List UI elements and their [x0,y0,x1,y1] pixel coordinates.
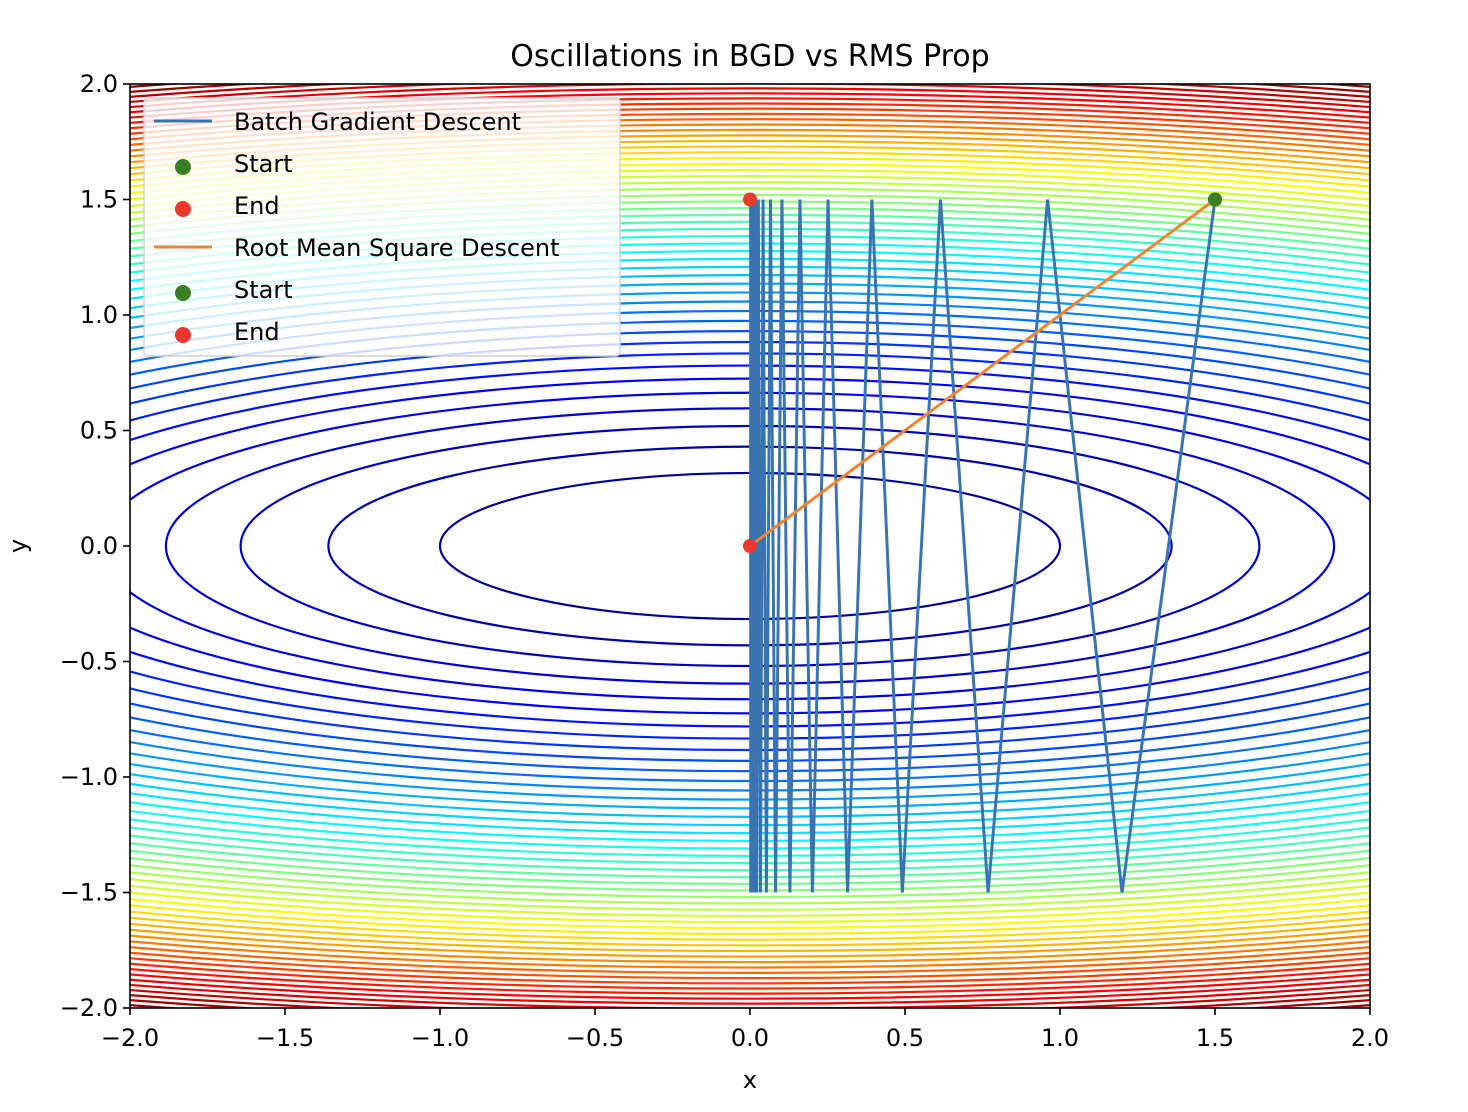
legend-label: Batch Gradient Descent [234,108,521,136]
contour-line [130,134,1370,958]
legend-label: End [234,192,280,220]
y-tick-label: 0.0 [80,532,118,560]
chart-title: Oscillations in BGD vs RMS Prop [510,39,989,74]
y-axis-label: y [4,539,32,553]
contour-line [130,128,1370,964]
contour-line [130,145,1370,947]
y-axis: −2.0 −1.5 −1.0 −0.5 0.0 0.5 1.0 1.5 2.0 [60,70,130,1022]
contour-line [130,102,1370,990]
legend-label: End [234,318,280,346]
y-tick-label: −1.0 [60,763,118,791]
contour-line [130,97,1370,995]
contour-line [130,175,1370,917]
legend-marker-swatch [175,285,191,301]
x-axis-label: x [743,1066,757,1094]
contour-line [130,139,1370,953]
x-tick-label: −2.0 [101,1024,159,1052]
x-tick-label: 1.0 [1041,1024,1079,1052]
y-tick-label: 0.5 [80,417,118,445]
y-tick-label: 1.5 [80,186,118,214]
rms-start-marker [1208,192,1222,207]
y-tick-label: 2.0 [80,70,118,98]
contour-line [130,87,1370,1005]
series-layer [749,198,1217,893]
y-tick-label: −1.5 [60,879,118,907]
legend-label: Start [234,276,293,304]
x-axis: −2.0 −1.5 −1.0 −0.5 0.0 0.5 1.0 1.5 2.0 [101,1008,1389,1052]
legend-label: Root Mean Square Descent [234,234,559,262]
x-tick-label: 0.5 [886,1024,924,1052]
contour-line [130,181,1370,911]
legend-box [143,97,621,357]
contour-line [130,157,1370,935]
x-tick-label: 2.0 [1351,1024,1389,1052]
legend-marker-swatch [175,159,191,175]
contour-line [130,187,1370,905]
y-tick-label: −0.5 [60,648,118,676]
rms-end-marker [743,539,757,553]
y-tick-label: 1.0 [80,301,118,329]
contour-line [130,168,1370,924]
bgd-end-marker [743,192,757,207]
contour-line [130,151,1370,941]
x-tick-label: 1.5 [1196,1024,1234,1052]
x-tick-label: −0.5 [566,1024,624,1052]
legend-label: Start [234,150,293,178]
contour-line [130,118,1370,974]
y-tick-label: −2.0 [60,994,118,1022]
contour-line [130,92,1370,1000]
legend: Batch Gradient Descent Start End Root Mean … [143,97,621,357]
contour-line [130,162,1370,930]
contour-line [130,107,1370,985]
x-tick-label: 0.0 [731,1024,769,1052]
contour-line [130,112,1370,980]
contour-line [130,123,1370,969]
legend-marker-swatch [175,201,191,217]
rms-path-line [749,198,1216,548]
x-tick-label: −1.5 [256,1024,314,1052]
bgd-path-line [749,199,1217,893]
marker-layer [743,192,1222,553]
x-tick-label: −1.0 [411,1024,469,1052]
legend-marker-swatch [175,327,191,343]
